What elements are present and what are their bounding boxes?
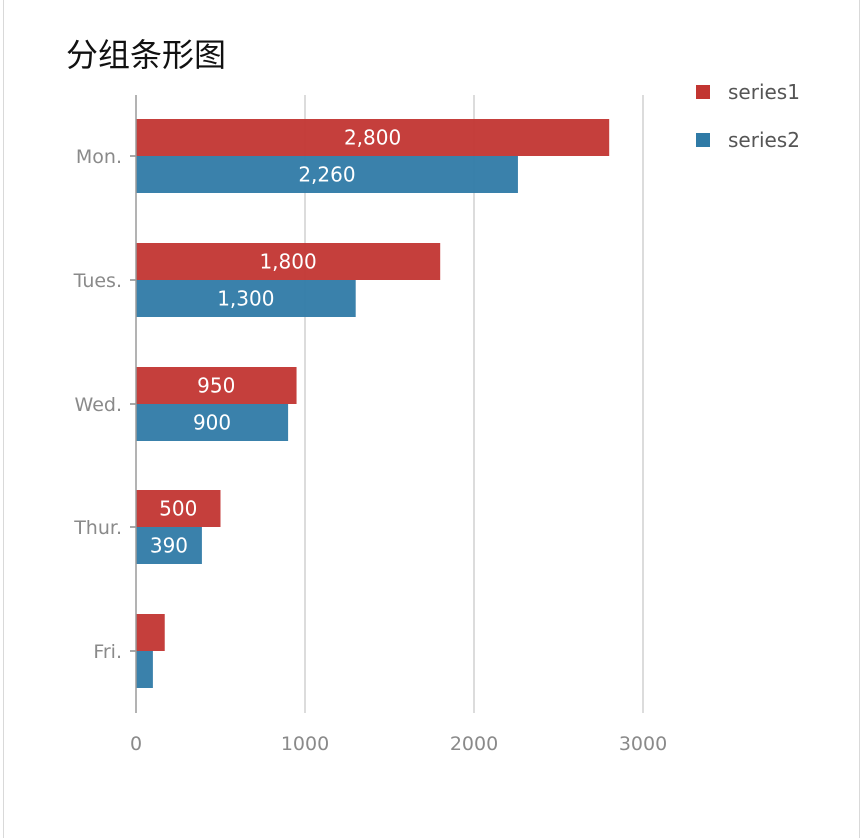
bar-series1-fri[interactable] bbox=[136, 614, 165, 651]
data-label-series2-wed: 900 bbox=[193, 411, 231, 435]
bar-series2-mon[interactable] bbox=[136, 156, 518, 193]
legend-item-series2[interactable]: series2 bbox=[696, 116, 800, 164]
data-label-series2-mon: 2,260 bbox=[298, 163, 355, 187]
bar-series2-tues[interactable] bbox=[136, 280, 356, 317]
legend-label-series1: series1 bbox=[728, 80, 800, 104]
bar-series1-thur[interactable] bbox=[136, 490, 221, 527]
data-label-series2-tues: 1,300 bbox=[217, 287, 274, 311]
chart-legend: series1 series2 bbox=[696, 68, 800, 164]
x-tick-label-2000: 2000 bbox=[450, 733, 498, 755]
x-tick-label-0: 0 bbox=[130, 733, 142, 755]
labels: 2,800 2,260 Mon. 1,800 1,300 Tues. 950 900 Wed. 5… bbox=[73, 126, 668, 756]
data-label-series1-mon: 2,800 bbox=[344, 126, 401, 150]
data-label-series1-thur: 500 bbox=[159, 497, 197, 521]
bar-series2-thur[interactable] bbox=[136, 527, 202, 564]
bar-series1-mon[interactable] bbox=[136, 119, 610, 156]
y-tick-label-mon: Mon. bbox=[76, 146, 122, 168]
legend-swatch-series1 bbox=[696, 85, 710, 99]
legend-label-series2: series2 bbox=[728, 128, 800, 152]
y-tick-label-tues: Tues. bbox=[73, 270, 122, 292]
y-tick-label-thur: Thur. bbox=[73, 517, 122, 539]
bar-series1-tues[interactable] bbox=[136, 243, 441, 280]
data-label-series1-tues: 1,800 bbox=[259, 250, 316, 274]
legend-swatch-series2 bbox=[696, 133, 710, 147]
y-tick-label-wed: Wed. bbox=[75, 394, 122, 416]
data-label-series1-wed: 950 bbox=[197, 374, 235, 398]
grid-lines bbox=[304, 95, 644, 713]
bar-series2-wed[interactable] bbox=[136, 404, 289, 441]
data-label-series2-thur: 390 bbox=[150, 534, 188, 558]
bar-series1-wed[interactable] bbox=[136, 367, 297, 404]
chart-title: 分组条形图 bbox=[66, 36, 227, 74]
axes bbox=[130, 95, 137, 713]
x-tick-label-3000: 3000 bbox=[619, 733, 667, 755]
legend-item-series1[interactable]: series1 bbox=[696, 68, 800, 116]
y-tick-label-fri: Fri. bbox=[93, 641, 122, 663]
bar-series2-fri[interactable] bbox=[136, 651, 153, 688]
bars bbox=[136, 119, 610, 688]
x-tick-label-1000: 1000 bbox=[281, 733, 329, 755]
